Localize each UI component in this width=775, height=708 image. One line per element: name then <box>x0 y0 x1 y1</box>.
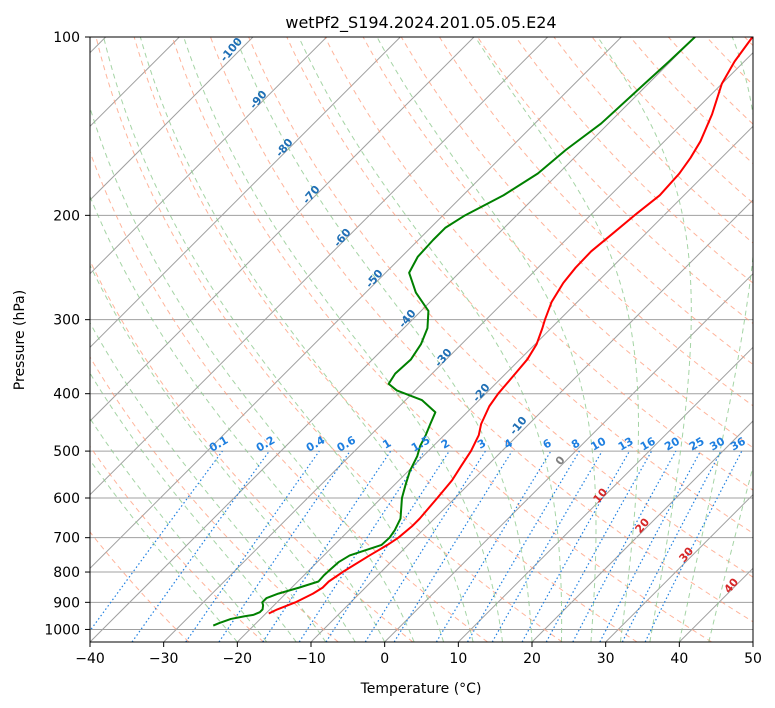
moist-adiabat-line <box>597 37 692 642</box>
x-tick-label: 40 <box>670 651 688 667</box>
isotherm-line <box>90 37 401 349</box>
dry-adiabat-line <box>90 531 190 642</box>
moist-adiabat-line <box>90 417 268 642</box>
moist-adiabat-line <box>90 459 238 642</box>
x-tick-label: −40 <box>75 651 105 667</box>
dry-adiabat-line <box>439 37 753 366</box>
dry-adiabat-line <box>515 37 753 284</box>
isotherm-line <box>531 420 753 642</box>
mixing-ratio-line <box>521 450 631 642</box>
y-axis-label: Pressure (hPa) <box>12 290 28 390</box>
moist-adiabat-line <box>90 372 297 642</box>
plot-frame <box>89 36 754 643</box>
dry-adiabat-line <box>248 37 753 578</box>
mixing-ratio-line <box>572 450 677 642</box>
x-tick-label: −20 <box>223 651 253 667</box>
dry-adiabat-line <box>210 37 753 623</box>
mixing-ratio-line <box>393 450 513 642</box>
x-tick-label: −30 <box>149 651 179 667</box>
x-tick-label: −10 <box>296 651 326 667</box>
isotherm-line <box>90 37 475 422</box>
y-tick-label: 700 <box>53 531 80 547</box>
moist-adiabat-line <box>235 37 533 642</box>
axis-layer: −40 −30 −20 −10 0 10 20 30 40 50 100 200 300 400 500 60… <box>44 30 762 667</box>
y-tick-label: 400 <box>53 387 80 403</box>
data-layer <box>212 37 753 627</box>
temperature-trace <box>268 37 753 615</box>
moist-adiabat-line <box>139 37 474 642</box>
moist-adiabat-line <box>90 195 386 642</box>
dry-adiabat-line <box>90 356 339 642</box>
isotherm-line <box>384 272 753 642</box>
x-tick-label: 10 <box>449 651 467 667</box>
grid-layer <box>90 37 753 642</box>
x-tick-label: 0 <box>380 651 389 667</box>
isotherm-line <box>90 37 254 201</box>
isotherm-line <box>457 346 753 642</box>
mixing-ratio-line <box>545 450 653 642</box>
dry-adiabat-line <box>95 37 563 642</box>
y-tick-label: 100 <box>53 30 80 46</box>
y-tick-label: 500 <box>53 444 80 460</box>
y-tick-label: 1000 <box>44 622 80 638</box>
moist-adiabat-line <box>90 106 415 642</box>
dry-adiabat-line <box>90 150 488 642</box>
mixing-ratio-line <box>325 450 450 642</box>
mixing-ratio-line <box>185 450 320 642</box>
y-tick-label: 200 <box>53 208 80 224</box>
moist-adiabat-line <box>90 264 356 642</box>
x-tick-label: 50 <box>744 651 762 667</box>
moist-adiabat-line <box>376 37 597 642</box>
moist-adiabat-line <box>474 37 639 642</box>
dry-adiabat-line <box>90 445 264 642</box>
moist-adiabat-line <box>103 37 445 642</box>
isotherm-line <box>605 493 753 642</box>
moist-adiabat-line <box>298 37 563 642</box>
chart-title: wetPf2_S194.2024.201.05.05.E24 <box>285 13 556 33</box>
y-tick-label: 300 <box>53 313 80 329</box>
dry-adiabat-line <box>171 37 712 642</box>
isotherm-line <box>163 51 753 642</box>
x-axis-label: Temperature (°C) <box>360 681 482 697</box>
moist-adiabat-line <box>183 37 504 642</box>
dry-adiabat-line <box>400 37 753 407</box>
isotherm-line <box>90 37 328 275</box>
mixing-ratio-line <box>131 450 270 642</box>
dry-adiabat-line <box>133 37 638 642</box>
isotherm-line <box>90 37 622 570</box>
mixing-ratio-line <box>298 450 425 642</box>
isotherm-line <box>236 125 753 642</box>
dewpoint-trace <box>212 37 696 627</box>
x-tick-label: 20 <box>523 651 541 667</box>
mixing-ratio-line <box>90 450 223 632</box>
mixing-ratio-line <box>262 450 392 642</box>
mixing-ratio-line <box>644 450 743 642</box>
y-tick-label: 600 <box>53 491 80 507</box>
y-tick-label: 800 <box>53 565 80 581</box>
y-tick-label: 900 <box>53 595 80 611</box>
dry-adiabat-line <box>286 37 753 534</box>
dry-adiabat-line <box>90 259 414 642</box>
isotherm-line <box>90 37 696 642</box>
isotherm-line <box>90 37 549 496</box>
x-tick-label: 30 <box>597 651 615 667</box>
